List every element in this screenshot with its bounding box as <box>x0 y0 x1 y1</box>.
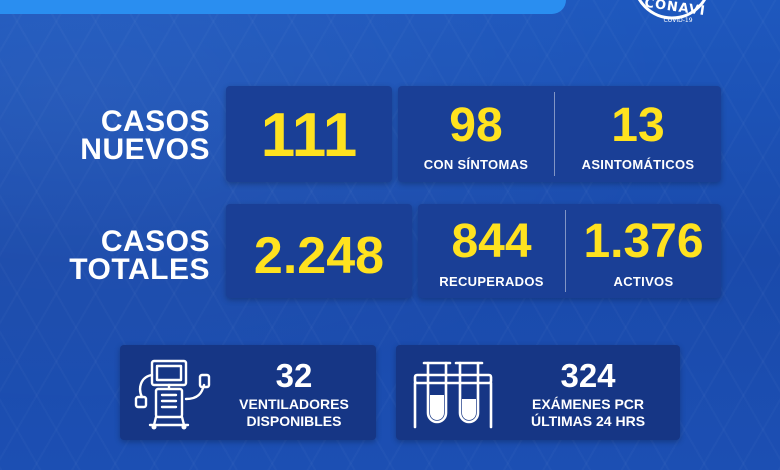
pcr-tests-value: 324 <box>560 357 616 394</box>
panel-divider <box>565 210 566 292</box>
pcr-tests-panel: 324 EXÁMENES PCR ÚLTIMAS 24 HRS <box>396 345 680 440</box>
total-cases-panel: 2.248 <box>226 204 412 298</box>
active-value: 1.376 <box>583 215 704 268</box>
pcr-tests-info: 324 EXÁMENES PCR ÚLTIMAS 24 HRS <box>504 359 672 430</box>
asymptomatic-cell: 13 ASINTOMÁTICOS <box>555 99 721 173</box>
with-symptoms-label: CON SÍNTOMAS <box>423 157 529 172</box>
ventilators-info: 32 VENTILADORES DISPONIBLES <box>220 359 368 430</box>
new-cases-heading-line1: CASOS <box>100 105 210 138</box>
asymptomatic-label: ASINTOMÁTICOS <box>581 157 695 172</box>
ventilators-panel: 32 VENTILADORES DISPONIBLES <box>120 345 376 440</box>
new-cases-breakdown-panel: 98 CON SÍNTOMAS 13 ASINTOMÁTICOS <box>398 86 721 182</box>
new-cases-total-value: 111 <box>260 101 358 170</box>
new-cases-heading: CASOS NUEVOS <box>60 105 210 166</box>
ventilators-value: 32 <box>275 357 313 394</box>
ventilators-label-line1: VENTILADORES <box>239 396 349 412</box>
recovered-value: 844 <box>451 215 532 268</box>
total-cases-heading: CASOS TOTALES <box>50 225 210 286</box>
recovered-cell: 844 RECUPERADOS <box>418 215 565 290</box>
new-cases-total-panel: 111 <box>226 86 392 182</box>
asymptomatic-value: 13 <box>611 99 665 152</box>
seal-subtext: COVID-19 <box>663 17 693 24</box>
active-cell: 1.376 ACTIVOS <box>566 215 721 290</box>
pcr-tests-label-line1: EXÁMENES PCR <box>531 396 645 412</box>
pcr-tests-label-line2: ÚLTIMAS 24 HRS <box>530 413 646 429</box>
active-label: ACTIVOS <box>613 274 674 289</box>
total-cases-value: 2.248 <box>253 227 385 285</box>
total-cases-heading-line1: CASOS <box>100 225 210 258</box>
ventilator-icon <box>134 359 211 430</box>
top-banner-bar <box>0 0 566 14</box>
recovered-label: RECUPERADOS <box>439 274 544 289</box>
panel-divider <box>554 92 555 176</box>
test-tubes-icon <box>413 361 493 429</box>
with-symptoms-value: 98 <box>449 99 503 152</box>
seal-ring-icon <box>637 0 707 20</box>
with-symptoms-cell: 98 CON SÍNTOMAS <box>398 99 554 173</box>
total-cases-heading-line2: TOTALES <box>69 253 210 286</box>
new-cases-heading-line2: NUEVOS <box>80 133 210 166</box>
total-cases-breakdown-panel: 844 RECUPERADOS 1.376 ACTIVOS <box>418 204 721 298</box>
ventilators-label-line2: DISPONIBLES <box>246 413 342 429</box>
